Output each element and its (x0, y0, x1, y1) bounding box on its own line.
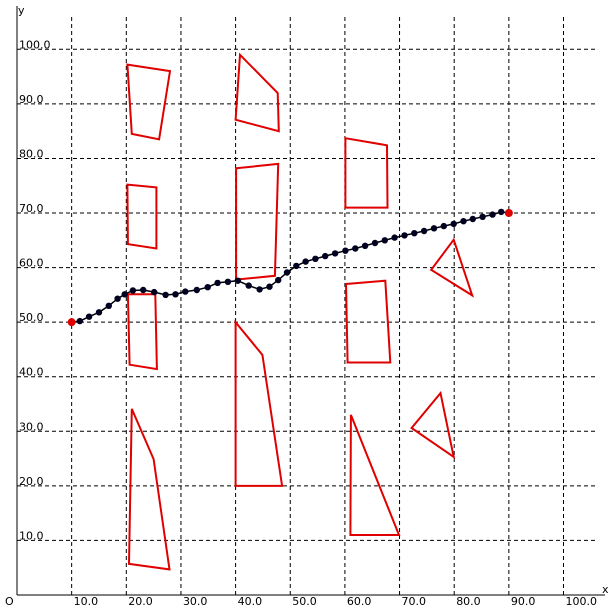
path-node (312, 255, 319, 262)
y-tick-label: 10.0 (19, 529, 44, 542)
path-node (342, 247, 349, 254)
obstacle-polygon (410, 390, 456, 460)
path-node (302, 258, 309, 265)
path-node (114, 295, 121, 302)
path-node (411, 230, 418, 237)
path-node (105, 302, 113, 309)
path-node (76, 317, 84, 325)
path-node (450, 220, 457, 228)
y-tick-label: 60.0 (19, 257, 44, 270)
y-tick-label: 70.0 (19, 202, 44, 215)
path-node (140, 286, 147, 294)
x-tick-label: 40.0 (238, 595, 263, 608)
path-node (151, 288, 158, 296)
x-tick-label: 30.0 (183, 595, 208, 608)
path-node (172, 291, 179, 298)
goal-point (504, 209, 513, 218)
y-tick-label: 40.0 (19, 366, 44, 379)
path-node (85, 313, 93, 320)
obstacle-polygon (349, 414, 401, 536)
obstacle-polygon (126, 63, 172, 141)
x-tick-label: 80.0 (456, 595, 481, 608)
path-node (479, 213, 486, 220)
y-axis-label: y (18, 4, 25, 17)
y-tick-label: 100.0 (19, 38, 51, 51)
path-node (469, 215, 476, 223)
x-tick-label: 70.0 (402, 595, 427, 608)
obstacle-polygon (235, 162, 280, 281)
path-node (420, 227, 428, 235)
obstacle-polygon (344, 279, 392, 364)
path-node (283, 269, 291, 276)
path-node (256, 286, 263, 293)
path-node (121, 291, 128, 298)
obstacle-polygon (126, 293, 158, 371)
y-tick-label: 30.0 (19, 420, 44, 433)
x-tick-label: 60.0 (347, 595, 372, 608)
grid-lines (17, 16, 597, 595)
path-node (391, 234, 398, 241)
path-node (371, 239, 379, 247)
path-node (275, 276, 282, 284)
path-node (204, 284, 211, 291)
y-tick-label: 90.0 (19, 93, 44, 106)
path-node (293, 262, 300, 270)
path-endpoints (67, 209, 513, 327)
path-node (498, 208, 505, 216)
tick-labels: 10.0 20.0 30.0 40.0 50.0 60.0 70.0 80.0 90.0 100.… (19, 38, 597, 608)
y-tick-label: 80.0 (19, 147, 44, 160)
path-node (162, 291, 169, 299)
path-node (182, 288, 189, 295)
obstacle-polygon (127, 408, 171, 571)
path-node (193, 286, 200, 294)
path-node (440, 222, 447, 230)
planned-path (68, 208, 512, 326)
path-node (489, 211, 496, 218)
x-tick-label: 20.0 (128, 595, 153, 608)
x-tick-label: 90.0 (511, 595, 535, 608)
path-line (71, 211, 509, 323)
axes: x y O (5, 4, 609, 608)
path-node (245, 282, 252, 289)
path-node (129, 287, 137, 294)
path-node (331, 250, 339, 257)
obstacles (126, 52, 475, 571)
obstacle-polygon (234, 319, 284, 487)
path-node (401, 232, 408, 239)
x-axis-label: x (602, 583, 609, 596)
obstacle-polygon (344, 137, 389, 209)
origin-label: O (5, 595, 14, 608)
path-node (234, 277, 241, 284)
x-tick-label: 10.0 (74, 595, 99, 608)
path-node (322, 252, 329, 260)
path-node (381, 237, 388, 244)
path-node (266, 283, 273, 290)
x-tick-label: 100.0 (566, 595, 598, 608)
obstacle-polygon (234, 52, 280, 133)
path-node (214, 279, 221, 287)
path-node (224, 278, 232, 285)
path-node (430, 225, 438, 232)
y-tick-label: 50.0 (19, 311, 44, 324)
path-node (352, 245, 359, 252)
x-tick-label: 50.0 (292, 595, 317, 608)
y-tick-label: 20.0 (19, 475, 44, 488)
obstacle-polygon (429, 237, 475, 298)
start-point (67, 318, 76, 327)
path-node (95, 309, 103, 316)
path-node (361, 242, 369, 249)
obstacle-polygon (126, 183, 158, 250)
path-node (460, 218, 467, 225)
